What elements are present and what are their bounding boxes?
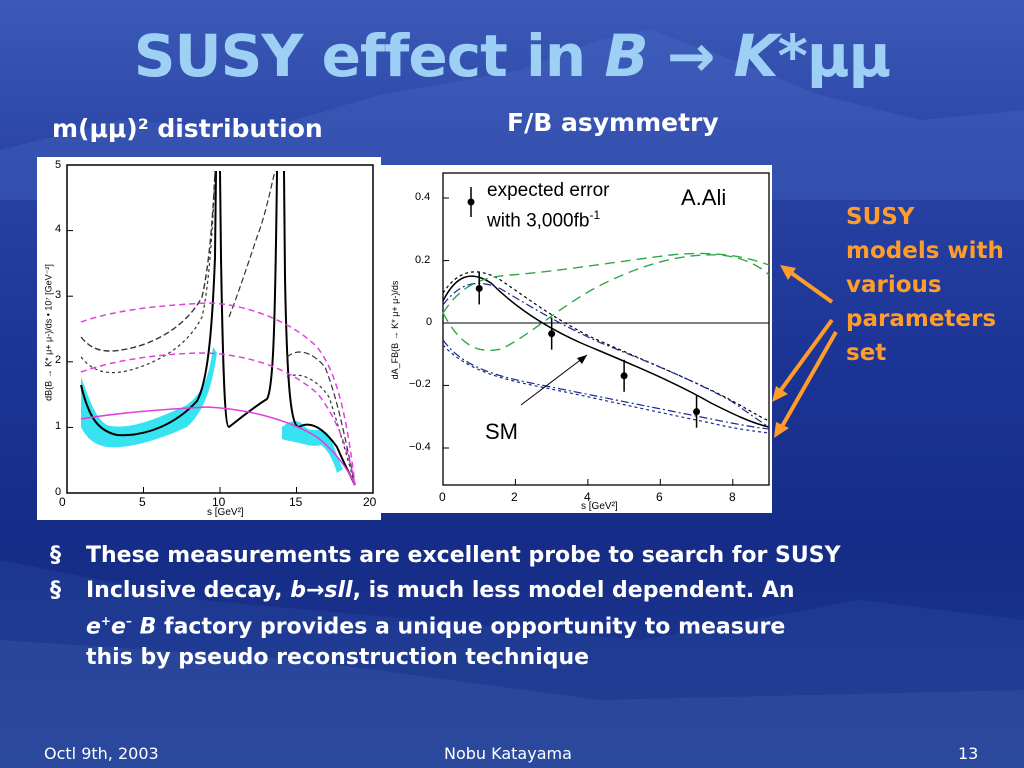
bullet-mark: § — [50, 543, 61, 568]
y-tick: 4 — [55, 223, 62, 235]
bullet-list: § These measurements are excellent probe… — [50, 540, 970, 673]
susy-annotation: SUSY models with various parameters set — [846, 204, 1004, 366]
x-tick: 5 — [139, 495, 146, 509]
data-point — [548, 317, 556, 350]
right-plot-title: F/B asymmetry — [507, 108, 719, 137]
x-tick: 4 — [584, 490, 591, 504]
y-tick: 5 — [55, 159, 62, 171]
bullet-mark: § — [50, 578, 61, 603]
bullet-item: § These measurements are excellent probe… — [50, 540, 970, 571]
y-tick: 1 — [55, 420, 62, 432]
x-tick: 6 — [656, 490, 663, 504]
y-tick: −0.2 — [409, 378, 431, 390]
x-tick: 20 — [363, 495, 377, 509]
y-tick: 2 — [55, 354, 62, 366]
data-points-layer — [475, 272, 701, 428]
x-tick: 15 — [289, 495, 303, 509]
y-tick: −0.4 — [409, 441, 431, 453]
data-point — [620, 359, 628, 392]
y-tick: 0 — [55, 486, 62, 498]
y-tick: 0.2 — [415, 254, 431, 266]
fb-asymmetry-plot: expected error with 3,000fb-1 A.Ali SM 0 … — [381, 165, 772, 513]
legend-text: expected error with 3,000fb-1 — [487, 180, 610, 232]
sm-label: SM — [485, 419, 518, 444]
x-tick: 0 — [59, 495, 66, 509]
x-axis-label: s [GeV²] — [581, 501, 618, 512]
fb-asymmetry-chart — [442, 172, 770, 486]
left-plot-title: m(μμ)² distribution — [52, 114, 323, 143]
credit-label: A.Ali — [681, 185, 727, 210]
y-tick: 0 — [426, 316, 433, 328]
branching-ratio-chart — [66, 164, 374, 494]
x-tick: 0 — [439, 490, 446, 504]
data-point — [693, 395, 701, 428]
page-number: 13 — [958, 744, 979, 763]
y-tick: 0.4 — [415, 191, 431, 203]
footer-date: Octl 9th, 2003 — [44, 744, 159, 763]
y-tick: 3 — [55, 289, 62, 301]
x-axis-label: s [GeV²] — [207, 507, 244, 518]
x-tick: 8 — [729, 490, 736, 504]
x-tick: 2 — [511, 490, 518, 504]
branching-ratio-plot: 0 5 10 15 20 s [GeV²] 0 1 2 3 4 5 dB(B →… — [37, 157, 381, 520]
data-point — [475, 272, 483, 305]
bullet-item: § Inclusive decay, b→sll, is much less m… — [50, 575, 970, 673]
x-tick: 10 — [212, 495, 226, 509]
footer-author: Nobu Katayama — [444, 744, 572, 763]
slide-title: SUSY effect in B → K*μμ — [133, 22, 891, 90]
